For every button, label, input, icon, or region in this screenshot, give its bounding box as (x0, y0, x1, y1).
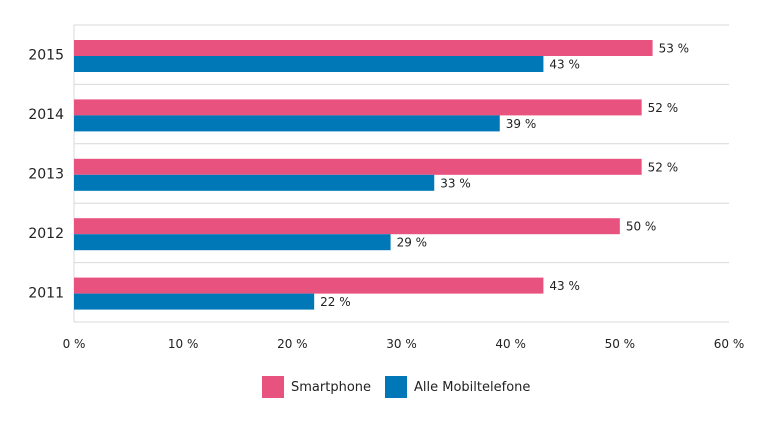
bar-alle-mobiltelefone (74, 234, 391, 251)
data-label: 53 % (659, 42, 690, 56)
data-label: 52 % (648, 101, 679, 115)
bar-alle-mobiltelefone (74, 293, 315, 310)
bar-smartphone (74, 158, 642, 175)
x-tick-label: 60 % (714, 337, 745, 351)
data-label: 39 % (506, 117, 537, 131)
legend-swatch-smartphone (262, 376, 284, 398)
legend-swatch-alle-mobiltelefone (385, 376, 408, 398)
data-label: 43 % (549, 279, 580, 293)
bar-alle-mobiltelefone (74, 174, 435, 191)
x-tick-label: 0 % (63, 337, 86, 351)
bar-smartphone (74, 40, 653, 56)
y-tick-label: 2012 (28, 226, 64, 242)
bar-alle-mobiltelefone (74, 115, 500, 132)
x-tick-label: 50 % (605, 337, 636, 351)
data-label: 33 % (440, 176, 471, 190)
bar-smartphone (74, 218, 620, 235)
bar-smartphone (74, 99, 642, 116)
data-label: 52 % (648, 160, 679, 174)
y-tick-label: 2015 (28, 48, 64, 64)
y-tick-label: 2013 (28, 167, 64, 183)
data-label: 43 % (549, 58, 580, 72)
x-tick-label: 30 % (386, 337, 417, 351)
legend-label-smartphone: Smartphone (291, 379, 372, 395)
legend-item-smartphone: Smartphone (262, 376, 371, 398)
legend-label-alle-mobiltelefone: Alle Mobiltelefone (414, 379, 531, 395)
data-label: 22 % (320, 295, 351, 309)
legend-item-alle-mobiltelefone: Alle Mobiltelefone (385, 376, 530, 398)
y-tick-label: 2014 (28, 107, 64, 123)
bar-alle-mobiltelefone (74, 56, 544, 72)
x-tick-label: 10 % (168, 337, 199, 351)
data-label: 50 % (626, 220, 657, 234)
bar-smartphone (74, 277, 544, 294)
x-tick-label: 40 % (495, 337, 526, 351)
y-tick-label: 2011 (28, 285, 64, 301)
x-tick-label: 20 % (277, 337, 308, 351)
legend: Smartphone Alle Mobiltelefone (262, 376, 544, 398)
data-label: 29 % (397, 236, 428, 250)
